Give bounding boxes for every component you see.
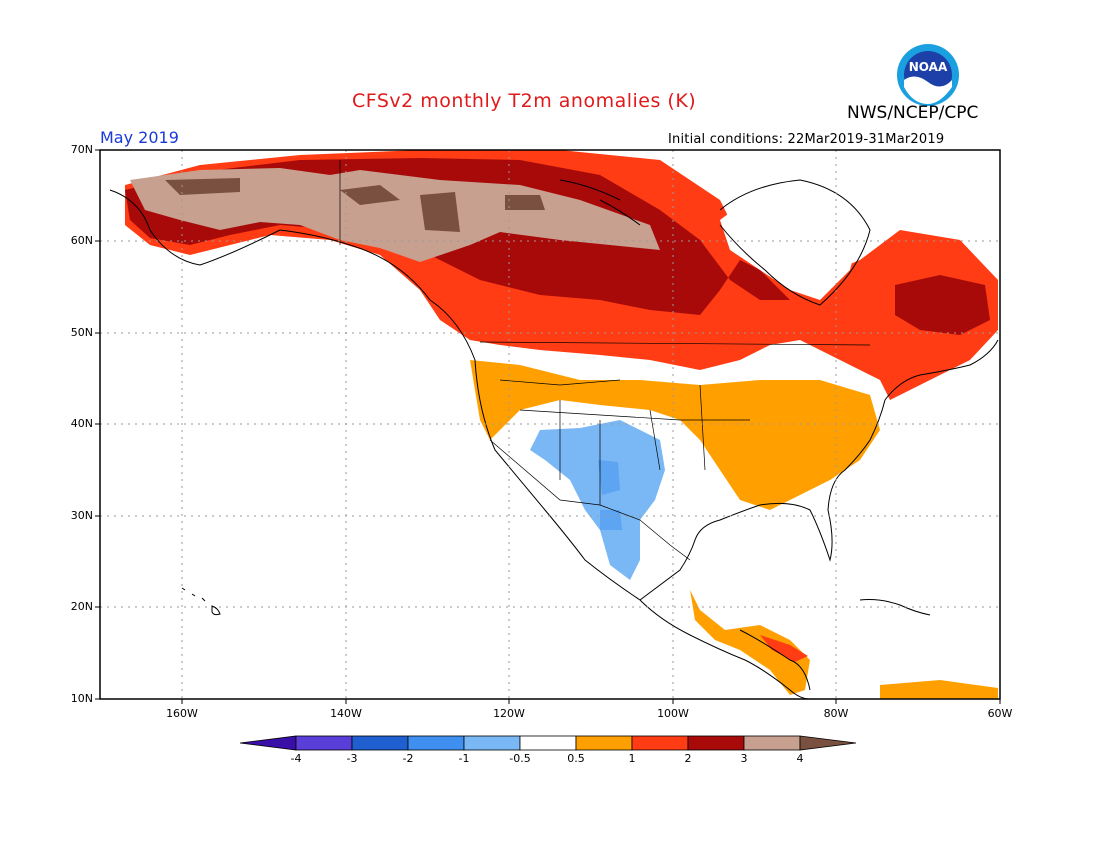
anomaly-region-neg2-sw	[598, 460, 622, 530]
colorbar-label: -0.5	[509, 752, 531, 765]
colorbar-swatch	[687, 735, 745, 751]
colorbar-swatch	[519, 735, 577, 751]
lon-label-160w: 160W	[166, 707, 198, 720]
colorbar-label: 4	[796, 752, 804, 765]
lat-label-30n: 30N	[70, 509, 93, 522]
lon-label-100w: 100W	[657, 707, 689, 720]
period-label: May 2019	[100, 128, 179, 147]
colorbar-label: -3	[346, 752, 358, 765]
anomaly-region-0p5to1-central	[690, 590, 810, 695]
anomaly-region-1to2-central	[760, 635, 808, 662]
anomaly-region-3to4	[130, 168, 660, 262]
colorbar-label: 1	[628, 752, 636, 765]
lon-label-80w: 80W	[823, 707, 849, 720]
colorbar-label: 3	[740, 752, 748, 765]
anomaly-region-0p5to1-sa	[880, 680, 998, 699]
noaa-logo: NOAA	[895, 42, 961, 112]
lat-label-60n: 60N	[70, 234, 93, 247]
colorbar-label: 2	[684, 752, 692, 765]
colorbar-label: 0.5	[567, 752, 585, 765]
colorbar-swatch	[295, 735, 353, 751]
chart-title: CFSv2 monthly T2m anomalies (K)	[352, 90, 697, 112]
colorbar	[239, 735, 857, 751]
initial-conditions-label: Initial conditions: 22Mar2019-31Mar2019	[668, 132, 945, 147]
lat-label-20n: 20N	[70, 600, 93, 613]
greenland-no-anomaly	[720, 185, 860, 300]
lon-label-140w: 140W	[330, 707, 362, 720]
lon-label-60w: 60W	[987, 707, 1013, 720]
graticule	[100, 150, 1000, 699]
map-area	[100, 150, 1000, 699]
anomaly-region-2to3-quebec	[895, 275, 990, 335]
lat-label-40n: 40N	[70, 417, 93, 430]
organization-label: NWS/NCEP/CPC	[847, 103, 979, 123]
colorbar-label: -1	[458, 752, 470, 765]
colorbar-label: -2	[402, 752, 414, 765]
colorbar-label: -4	[290, 752, 302, 765]
colorbar-arrow-high	[799, 735, 857, 751]
anomaly-region-neg1-sw	[530, 420, 665, 580]
lat-label-50n: 50N	[70, 326, 93, 339]
colorbar-arrow-low	[239, 735, 297, 751]
coastlines	[109, 179, 999, 699]
lat-label-10n: 10N	[70, 692, 93, 705]
axis-ticks	[95, 149, 1001, 704]
anomaly-fill	[125, 150, 998, 699]
colorbar-swatch	[743, 735, 801, 751]
colorbar-swatch	[631, 735, 689, 751]
colorbar-swatch	[407, 735, 465, 751]
political-borders	[339, 160, 871, 561]
colorbar-swatch	[463, 735, 521, 751]
lat-label-70n: 70N	[70, 143, 93, 156]
hawaii-islands	[181, 587, 221, 616]
noaa-logo-text: NOAA	[909, 60, 948, 74]
colorbar-swatch	[351, 735, 409, 751]
lon-label-120w: 120W	[493, 707, 525, 720]
colorbar-swatch	[575, 735, 633, 751]
anomaly-region-0p5to1-us	[470, 360, 880, 510]
anomaly-region-gt4	[165, 178, 545, 232]
